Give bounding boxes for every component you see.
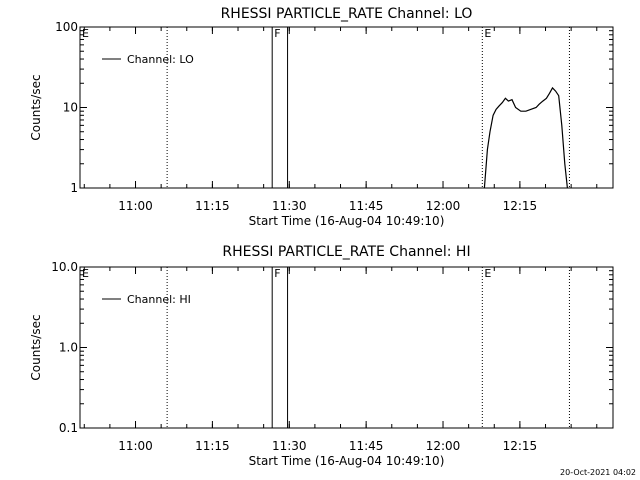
footer-timestamp: 20-Oct-2021 04:02 — [560, 468, 636, 477]
panel-2-x-tick-label: 12:15 — [503, 439, 538, 453]
panel-2-y-axis-label: Counts/sec — [29, 314, 43, 380]
panel-2-x-tick-label: 11:00 — [118, 439, 153, 453]
panel-2-y-tick-label: 1.0 — [59, 341, 78, 355]
panel-2-x-axis-label: Start Time (16-Aug-04 10:49:10) — [249, 454, 445, 468]
panel-1-x-tick-label: 11:00 — [118, 199, 153, 213]
panel-1-x-tick-label: 12:15 — [503, 199, 538, 213]
panel-2-marker-label: F — [274, 267, 280, 280]
panel-1-y-axis-label: Counts/sec — [29, 74, 43, 140]
panel-2-title: RHESSI PARTICLE_RATE Channel: HI — [222, 244, 470, 260]
panel-1-series-line — [483, 86, 568, 189]
panel-1-plot-frame — [79, 26, 614, 189]
panel-2-y-tick-label: 10.0 — [51, 260, 78, 274]
panel-2-marker-label: E — [484, 267, 491, 280]
panel-2-plot-frame — [79, 266, 614, 429]
panel-2-marker-label: E — [82, 267, 89, 280]
panel-1-x-tick-label: 12:00 — [426, 199, 461, 213]
panel-2-x-tick-label: 11:30 — [272, 439, 307, 453]
panel-1-y-tick-label: 1 — [70, 181, 78, 195]
panel-2-legend-label: Channel: HI — [127, 293, 191, 306]
panel-2-y-tick-label: 0.1 — [59, 421, 78, 435]
panel-1-x-tick-label: 11:30 — [272, 199, 307, 213]
panel-2-x-tick-label: 11:15 — [195, 439, 230, 453]
panel-1-title: RHESSI PARTICLE_RATE Channel: LO — [221, 6, 473, 22]
panel-1-y-tick-label: 100 — [55, 20, 78, 34]
panel-2-x-tick-label: 12:00 — [426, 439, 461, 453]
panel-1-legend-label: Channel: LO — [127, 53, 194, 66]
panel-1-marker-label: F — [274, 27, 280, 40]
panel-1-x-axis-label: Start Time (16-Aug-04 10:49:10) — [249, 214, 445, 228]
panel-1-x-tick-label: 11:45 — [349, 199, 384, 213]
panel-2-x-tick-label: 11:45 — [349, 439, 384, 453]
panel-1-y-tick-label: 10 — [63, 101, 78, 115]
panel-1-marker-label: E — [484, 27, 491, 40]
panel-1-marker-label: E — [82, 27, 89, 40]
panel-1-x-tick-label: 11:15 — [195, 199, 230, 213]
